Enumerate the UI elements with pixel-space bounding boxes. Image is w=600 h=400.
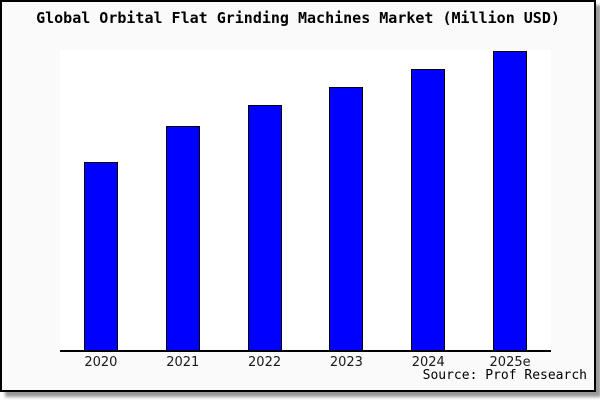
- x-tick-label-2025e: 2025e: [489, 355, 531, 370]
- chart-figure: Global Orbital Flat Grinding Machines Ma…: [0, 0, 596, 392]
- x-tick-label-2020: 2020: [84, 355, 118, 370]
- x-tick-label-2024: 2024: [411, 355, 445, 370]
- bar-2020: [83, 161, 118, 350]
- bar-2025e: [493, 51, 528, 350]
- bar-2024: [411, 68, 446, 350]
- x-tick-label-2021: 2021: [166, 355, 200, 370]
- source-credit: Source: Prof Research: [422, 368, 587, 383]
- x-tick-label-2023: 2023: [329, 355, 363, 370]
- chart-title: Global Orbital Flat Grinding Machines Ma…: [36, 9, 560, 27]
- bar-2021: [165, 125, 200, 350]
- bar-2023: [329, 86, 364, 350]
- bar-2022: [247, 104, 282, 350]
- x-tick-label-2022: 2022: [248, 355, 282, 370]
- plot-area: [60, 50, 551, 352]
